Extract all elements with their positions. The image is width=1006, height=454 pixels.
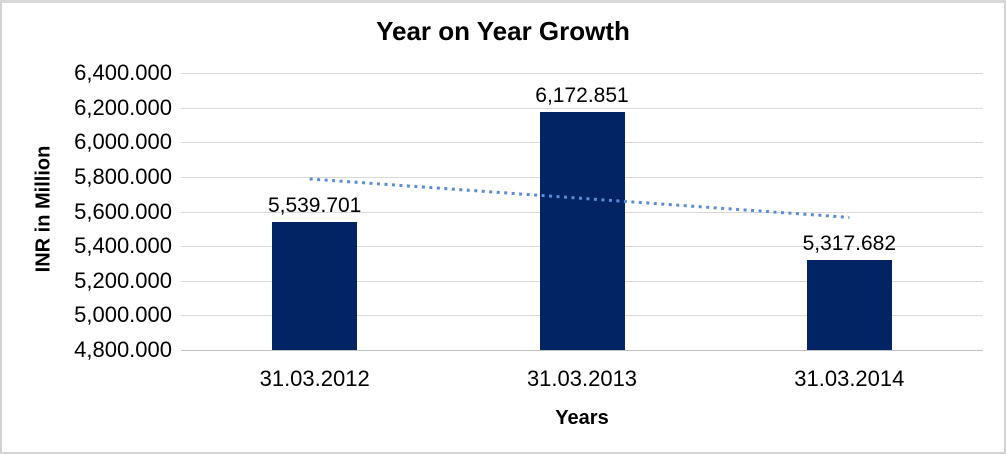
bar-31.03.2012 — [272, 221, 358, 350]
y-tick-label: 5,400.000 — [74, 233, 172, 258]
x-tick-label: 31.03.2012 — [259, 366, 370, 391]
data-label: 5,539.701 — [267, 193, 362, 217]
y-tick-label: 4,800.000 — [74, 337, 172, 362]
y-tick-label: 6,000.000 — [74, 129, 172, 154]
data-label: 5,317.682 — [802, 232, 897, 256]
y-tick-label: 6,200.000 — [74, 95, 172, 120]
y-tick-label: 6,400.000 — [74, 60, 172, 85]
y-tick-label: 5,800.000 — [74, 164, 172, 189]
trendline — [309, 177, 850, 219]
gridline — [181, 73, 983, 74]
x-axis-title: Years — [555, 407, 609, 429]
y-tick-label: 5,000.000 — [74, 302, 172, 327]
gridline — [181, 108, 983, 109]
bar-31.03.2013 — [539, 112, 625, 350]
x-tick-label: 31.03.2014 — [794, 366, 905, 391]
y-tick-label: 5,200.000 — [74, 268, 172, 293]
x-axis-line — [181, 350, 983, 351]
chart-title: Year on Year Growth — [376, 16, 630, 46]
y-tick-label: 5,600.000 — [74, 199, 172, 224]
x-tick-label: 31.03.2013 — [526, 366, 638, 391]
bar-31.03.2014 — [806, 260, 892, 350]
data-label: 6,172.851 — [535, 84, 629, 108]
